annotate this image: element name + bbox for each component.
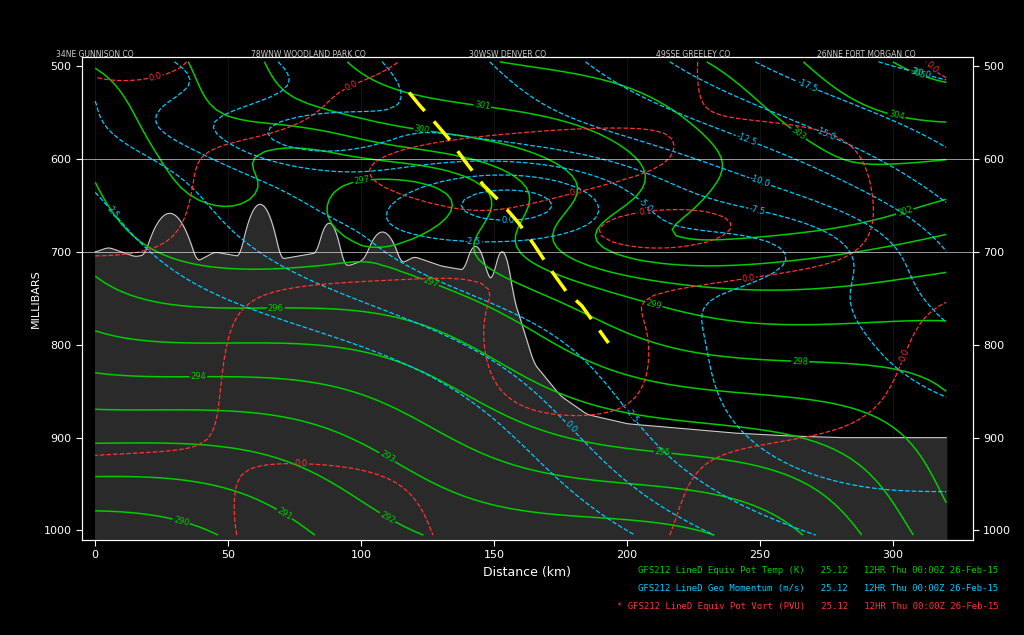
Text: 0.0: 0.0 bbox=[898, 347, 911, 363]
Text: -15.0: -15.0 bbox=[814, 126, 838, 143]
Text: -2.5: -2.5 bbox=[623, 406, 640, 424]
Text: 294: 294 bbox=[190, 372, 206, 381]
Text: 34NE GUNNISON CO: 34NE GUNNISON CO bbox=[56, 50, 134, 59]
Text: -2.5: -2.5 bbox=[465, 237, 481, 246]
Text: 295: 295 bbox=[654, 447, 671, 458]
Text: 30WSW DENVER CO: 30WSW DENVER CO bbox=[469, 50, 546, 59]
Text: 301: 301 bbox=[473, 100, 490, 112]
Text: 49SSE GREELEY CO: 49SSE GREELEY CO bbox=[656, 50, 731, 59]
Text: -5.0: -5.0 bbox=[636, 196, 654, 214]
Text: 291: 291 bbox=[275, 506, 294, 522]
Text: 305: 305 bbox=[908, 67, 927, 81]
Text: GFS212 LineD Geo Momentum (m/s)   25.12   12HR Thu 00:00Z 26-Feb-15: GFS212 LineD Geo Momentum (m/s) 25.12 12… bbox=[638, 584, 998, 593]
Text: 0.0: 0.0 bbox=[148, 71, 163, 83]
Text: 298: 298 bbox=[792, 357, 808, 366]
Text: 303: 303 bbox=[790, 125, 807, 142]
Text: 0.0: 0.0 bbox=[924, 60, 940, 76]
Text: 299: 299 bbox=[645, 298, 663, 311]
Y-axis label: MILLIBARS: MILLIBARS bbox=[31, 269, 41, 328]
Text: * GFS212 LineD Equiv Pot Vort (PVU)   25.12   12HR Thu 00:00Z 26-Feb-15: * GFS212 LineD Equiv Pot Vort (PVU) 25.1… bbox=[616, 602, 998, 611]
Text: 290: 290 bbox=[172, 515, 190, 528]
Text: 0.0: 0.0 bbox=[501, 216, 514, 225]
Text: 302: 302 bbox=[896, 205, 913, 218]
Text: -7.5: -7.5 bbox=[749, 204, 766, 217]
Text: -10.0: -10.0 bbox=[749, 174, 771, 189]
Text: 0.0: 0.0 bbox=[741, 273, 756, 284]
Text: -17.5: -17.5 bbox=[796, 77, 819, 94]
Text: 296: 296 bbox=[267, 304, 284, 312]
Text: 0.0: 0.0 bbox=[343, 79, 359, 93]
X-axis label: Distance (km): Distance (km) bbox=[483, 566, 571, 578]
Text: 292: 292 bbox=[379, 509, 396, 525]
Text: 0.0: 0.0 bbox=[295, 459, 308, 469]
Text: -20.0: -20.0 bbox=[909, 67, 932, 81]
Text: 78WNW WOODLAND PARK CO: 78WNW WOODLAND PARK CO bbox=[251, 50, 366, 59]
Text: 297: 297 bbox=[353, 175, 371, 186]
Text: GFS212 LineD Equiv Pot Temp (K)   25.12   12HR Thu 00:00Z 26-Feb-15: GFS212 LineD Equiv Pot Temp (K) 25.12 12… bbox=[638, 566, 998, 575]
Text: 0.1: 0.1 bbox=[638, 206, 652, 217]
Text: 0.0: 0.0 bbox=[562, 419, 579, 435]
Text: 297: 297 bbox=[422, 275, 439, 290]
Text: 293: 293 bbox=[378, 450, 396, 465]
Text: 26NNE FORT MORGAN CO: 26NNE FORT MORGAN CO bbox=[817, 50, 915, 59]
Text: 2.5: 2.5 bbox=[104, 204, 120, 220]
Text: 300: 300 bbox=[414, 124, 430, 136]
Text: 0.0: 0.0 bbox=[569, 186, 584, 198]
Text: 304: 304 bbox=[888, 109, 905, 122]
Text: -12.5: -12.5 bbox=[735, 131, 758, 148]
